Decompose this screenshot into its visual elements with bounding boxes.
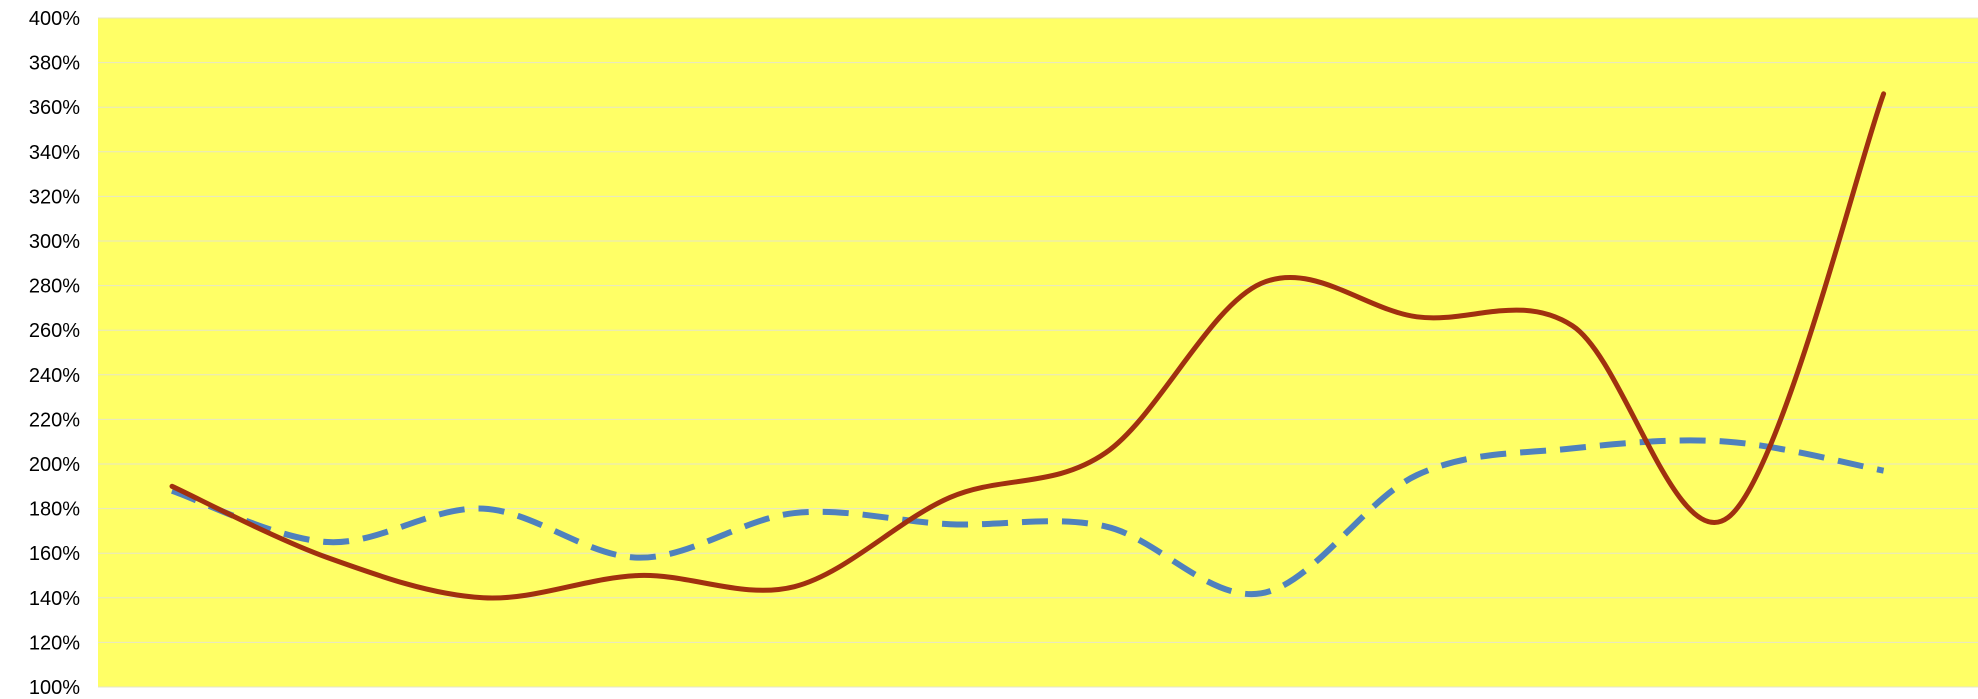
y-tick-label: 160%: [29, 543, 80, 565]
gridlines: [98, 17, 1978, 688]
y-tick-label: 220%: [29, 409, 80, 431]
series-layer: [169, 91, 1887, 601]
y-tick-label: 340%: [29, 142, 80, 164]
series-line-solid: [169, 91, 1887, 601]
y-tick-label: 200%: [29, 454, 80, 476]
y-tick-label: 280%: [29, 276, 80, 298]
y-tick-label: 300%: [29, 231, 80, 253]
y-tick-label: 240%: [29, 365, 80, 387]
y-tick-label: 360%: [29, 97, 80, 119]
y-tick-label: 180%: [29, 499, 80, 521]
y-tick-label: 320%: [29, 186, 80, 208]
y-tick-label: 400%: [29, 8, 80, 30]
y-tick-label: 140%: [29, 588, 80, 610]
y-axis-ticks: 400% 380% 360% 340% 320% 300% 280% 260% 240% 220%…: [29, 8, 80, 699]
y-tick-label: 100%: [29, 677, 80, 694]
y-tick-label: 380%: [29, 53, 80, 75]
y-tick-label: 260%: [29, 320, 80, 342]
series-line-dashed: [171, 437, 1885, 598]
y-tick-label: 120%: [29, 632, 80, 654]
plot-area: [98, 18, 1978, 687]
